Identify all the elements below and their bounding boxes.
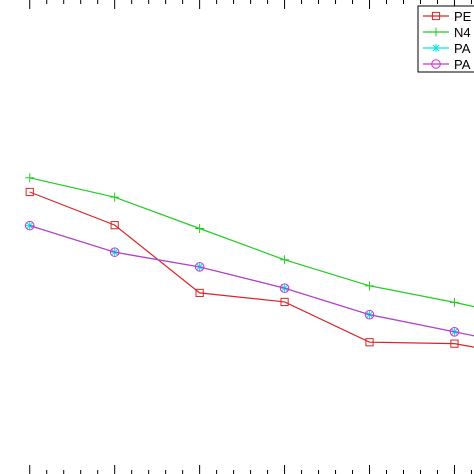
- data-point: [365, 281, 375, 291]
- data-point: [195, 223, 205, 233]
- legend-label: PA: [454, 57, 471, 72]
- legend-marker: [431, 43, 441, 53]
- data-point: [365, 338, 374, 347]
- series-line: [29, 225, 474, 337]
- data-point: [110, 221, 119, 230]
- data-point: [450, 339, 459, 348]
- data-point: [449, 297, 459, 307]
- legend-box: [417, 5, 474, 73]
- series-line: [29, 191, 474, 348]
- legend-label: N4: [454, 25, 471, 40]
- series-line: [29, 225, 474, 337]
- legend-marker: [431, 11, 441, 21]
- legend-label: PE: [454, 9, 472, 24]
- data-point: [279, 283, 290, 293]
- legend-marker: [431, 27, 441, 37]
- data-point: [280, 255, 290, 265]
- data-point: [25, 173, 35, 183]
- data-point: [24, 220, 35, 231]
- data-point: [449, 327, 460, 337]
- data-point: [195, 288, 204, 298]
- legend-entry: PE: [423, 9, 472, 24]
- series-2: [25, 173, 474, 308]
- series-4: [24, 220, 474, 337]
- series-3: [25, 221, 474, 337]
- data-point: [194, 262, 205, 272]
- data-point: [280, 297, 289, 307]
- plot-axes: [29, 0, 472, 474]
- legend-marker: [431, 59, 441, 69]
- data-point: [110, 192, 120, 202]
- legend-entry: PA: [423, 41, 471, 56]
- series-1: [25, 187, 474, 348]
- series-layer: [24, 173, 474, 348]
- legend-label: PA: [454, 41, 471, 56]
- series-line: [29, 177, 474, 308]
- data-point: [364, 309, 375, 320]
- data-point: [25, 187, 34, 197]
- data-point: [109, 247, 120, 257]
- legend-entry: PA: [423, 57, 471, 72]
- legend-entry: N4: [423, 25, 471, 40]
